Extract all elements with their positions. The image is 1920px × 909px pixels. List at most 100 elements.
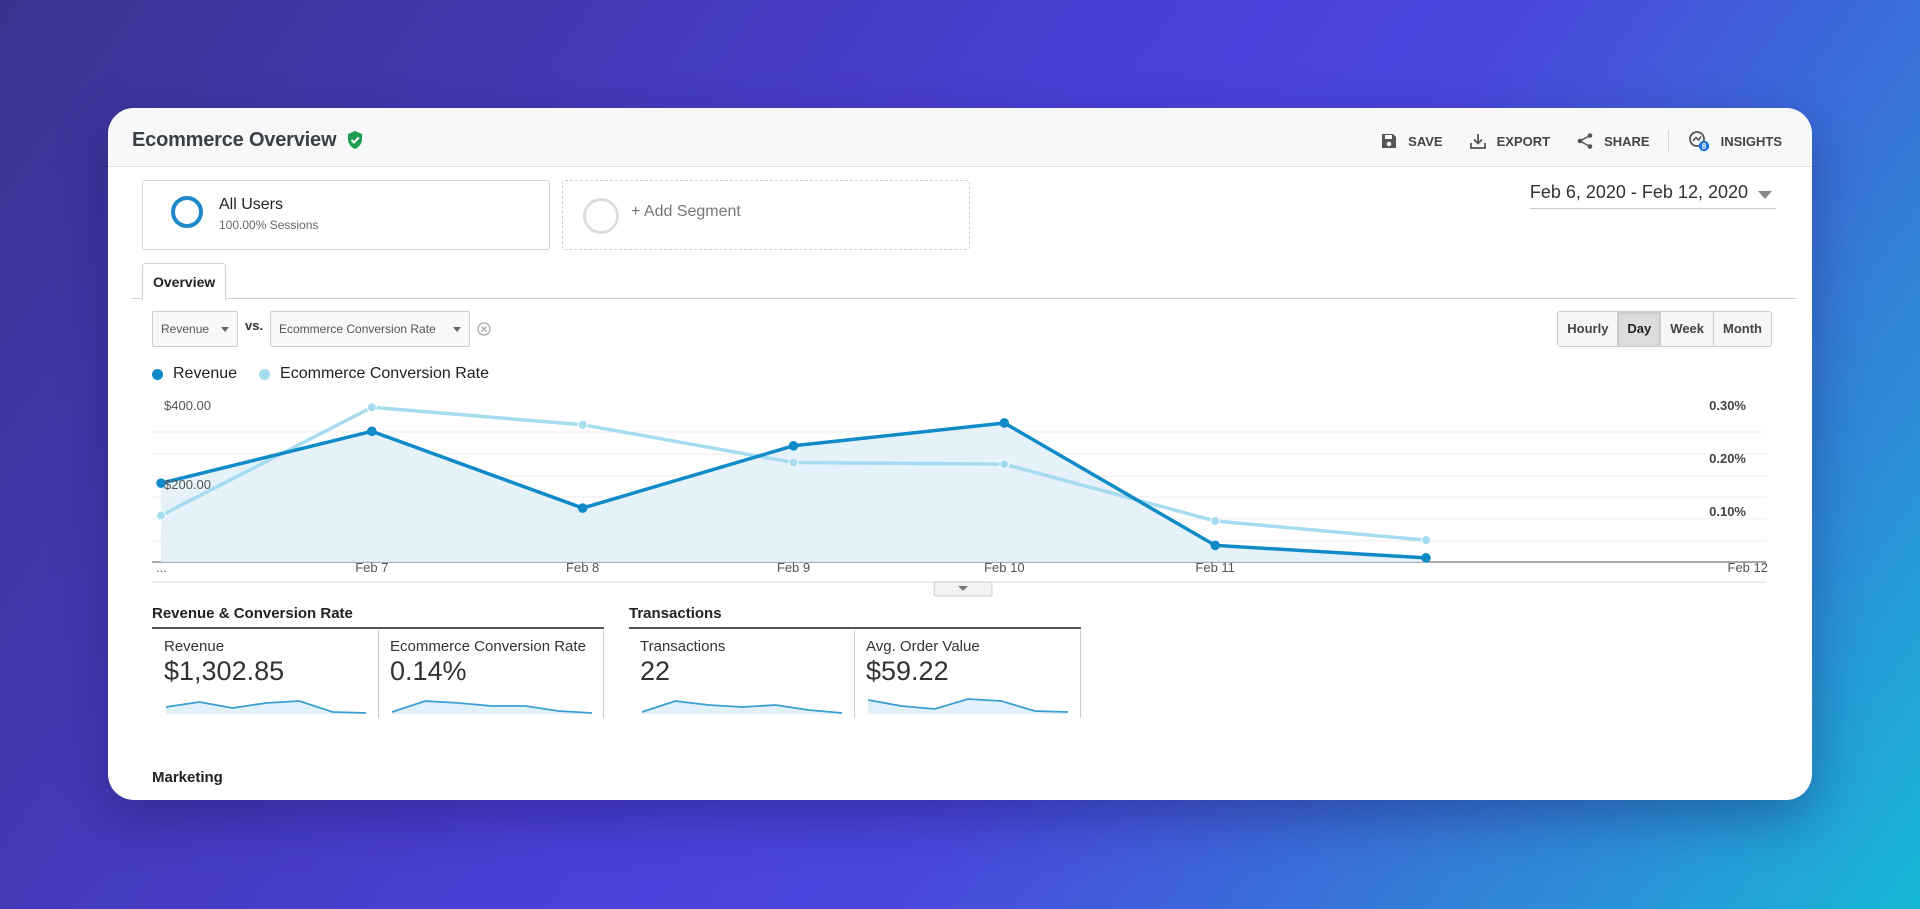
granularity-toggle: Hourly Day Week Month	[1557, 311, 1772, 347]
segment-ring-icon	[171, 196, 203, 228]
y-right-tick-label: 0.30%	[1709, 398, 1746, 413]
save-icon	[1382, 134, 1397, 148]
segment-subtitle: 100.00% Sessions	[219, 218, 319, 232]
chart-area	[161, 422, 1426, 562]
comparison-metric-select[interactable]: Ecommerce Conversion Rate	[270, 311, 470, 347]
chart-collapse-handle	[933, 581, 993, 597]
export-icon	[1469, 134, 1486, 149]
action-divider	[1667, 130, 1669, 152]
week-button[interactable]: Week	[1660, 312, 1714, 346]
y-left-tick-label: $400.00	[164, 398, 211, 413]
metric-value: 22	[640, 656, 671, 686]
chevron-down-icon	[958, 586, 968, 591]
y-right-tick-label: 0.10%	[1709, 504, 1746, 519]
metric-divider	[1080, 630, 1081, 718]
x-tick-label: Feb 10	[984, 560, 1024, 575]
empty-segment-ring-icon	[583, 198, 619, 234]
day-button[interactable]: Day	[1617, 312, 1661, 346]
chevron-down-icon	[453, 327, 461, 332]
tab-underline	[132, 298, 1796, 299]
export-label: EXPORT	[1496, 133, 1551, 149]
legend-item-revenue: Revenue	[152, 365, 237, 383]
metric-value: $1,302.85	[164, 656, 285, 686]
sparkline-line	[642, 700, 843, 714]
revenue-point	[1210, 540, 1220, 551]
insights-icon: 8	[1688, 131, 1709, 152]
metric-avg-order-value[interactable]: Avg. Order Value $59.22	[866, 638, 1069, 718]
y-left-tick-label: $200.00	[164, 477, 211, 492]
insights-button[interactable]: 8 INSIGHTS	[1687, 130, 1782, 152]
segment-title: All Users	[219, 196, 284, 213]
revenue-point	[999, 418, 1010, 428]
sparkline-line	[392, 700, 593, 714]
sparkline-area	[166, 701, 366, 714]
sparkline-line	[868, 698, 1069, 713]
sparkline	[166, 700, 367, 714]
metric-divider	[854, 630, 855, 718]
chevron-down-icon	[221, 327, 229, 332]
section-title-transactions: Transactions	[629, 605, 1081, 629]
report-header: Ecommerce Overview SAVE EXPORT	[108, 108, 1812, 167]
chart-legend: Revenue Ecommerce Conversion Rate	[152, 365, 511, 383]
x-tick-label: Feb 12	[1728, 560, 1768, 575]
line-chart: $400.00 $200.00 0.30% 0.20% 0.10%... Feb 7 Feb…	[152, 398, 1768, 597]
primary-metric-label: Revenue	[161, 322, 210, 336]
x-tick-label: Feb 8	[566, 560, 599, 575]
legend-revenue-label: Revenue	[173, 365, 238, 382]
primary-metric-select[interactable]: Revenue	[152, 311, 238, 347]
revenue-point	[788, 441, 799, 451]
add-segment-button[interactable]: + Add Segment	[562, 180, 970, 250]
vs-label: vs.	[245, 318, 264, 333]
x-tick-label: Feb 7	[355, 560, 388, 575]
legend-conversion-label: Ecommerce Conversion Rate	[280, 365, 490, 382]
sparkline	[392, 700, 593, 714]
sparkline	[642, 700, 843, 714]
sparkline	[868, 698, 1069, 714]
conversion-point	[999, 459, 1010, 470]
metric-conversion-rate[interactable]: Ecommerce Conversion Rate 0.14%	[390, 638, 593, 718]
metric-divider	[378, 630, 379, 718]
segment-all-users[interactable]: All Users 100.00% Sessions	[142, 180, 550, 250]
tab-overview[interactable]: Overview	[142, 263, 227, 301]
verified-shield-icon	[348, 131, 362, 149]
chart-ticks: $400.00 $200.00 0.30% 0.20% 0.10%... Feb 7 Feb…	[156, 398, 1768, 575]
export-button[interactable]: EXPORT	[1469, 132, 1550, 150]
insights-label: INSIGHTS	[1720, 133, 1782, 149]
x-tick-label: Feb 11	[1195, 560, 1235, 575]
revenue-point	[156, 478, 166, 488]
date-range-picker[interactable]: Feb 6, 2020 - Feb 12, 2020	[1529, 182, 1776, 209]
conversion-point	[156, 510, 166, 521]
metric-revenue[interactable]: Revenue $1,302.85	[164, 638, 367, 718]
marketing-section-title: Marketing	[152, 769, 223, 786]
revenue-point	[367, 426, 377, 437]
conversion-point	[577, 419, 588, 430]
metric-label: Revenue	[164, 638, 225, 655]
revenue-point	[1421, 553, 1431, 563]
save-label: SAVE	[1408, 133, 1443, 149]
section-title-revenue: Revenue & Conversion Rate	[152, 605, 604, 629]
y-right-tick-label: 0.20%	[1709, 451, 1746, 466]
metric-label: Avg. Order Value	[866, 638, 980, 655]
metric-transactions[interactable]: Transactions 22	[640, 638, 843, 718]
hourly-button[interactable]: Hourly	[1558, 312, 1618, 346]
page-title: Ecommerce Overview	[132, 129, 337, 151]
chevron-down-icon	[1758, 191, 1772, 199]
conversion-swatch	[259, 368, 271, 380]
sparkline-line	[166, 700, 367, 714]
conversion-point	[1421, 535, 1431, 546]
share-icon	[1577, 133, 1593, 149]
share-button[interactable]: SHARE	[1576, 132, 1650, 150]
save-button[interactable]: SAVE	[1380, 132, 1443, 150]
sparkline-area	[392, 701, 592, 714]
clear-comparison-icon[interactable]	[477, 322, 491, 336]
x-tick-label: Feb 9	[777, 560, 810, 575]
header-actions: SAVE EXPORT SHARE	[1354, 130, 1782, 152]
legend-item-conversion: Ecommerce Conversion Rate	[259, 365, 489, 383]
comparison-metric-label: Ecommerce Conversion Rate	[279, 322, 436, 336]
sparkline-area	[868, 699, 1068, 714]
revenue-point	[577, 503, 588, 513]
month-button[interactable]: Month	[1713, 312, 1771, 346]
add-segment-label: + Add Segment	[631, 203, 741, 220]
metric-divider	[603, 630, 604, 718]
share-label: SHARE	[1604, 133, 1650, 149]
